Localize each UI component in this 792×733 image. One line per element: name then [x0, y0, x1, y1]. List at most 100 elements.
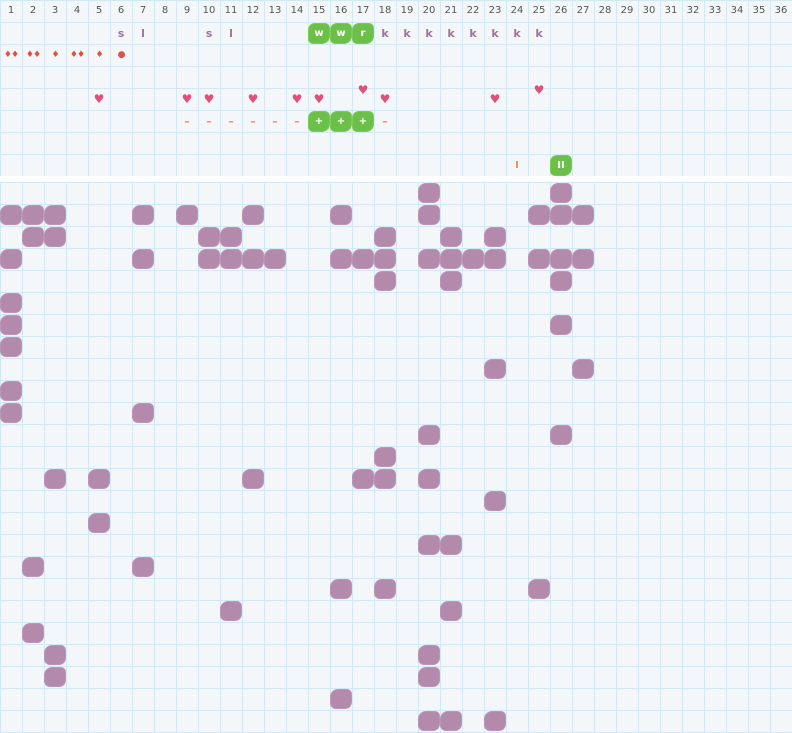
purple-blob-tile[interactable]	[0, 336, 22, 358]
green-marker[interactable]: +	[308, 110, 330, 132]
purple-blob-tile[interactable]	[418, 204, 440, 226]
purple-blob-tile[interactable]	[572, 204, 594, 226]
purple-blob-tile[interactable]	[330, 248, 352, 270]
purple-blob-tile[interactable]	[0, 204, 22, 226]
purple-blob-tile[interactable]	[242, 248, 264, 270]
dash-marker[interactable]: –	[264, 110, 286, 132]
purple-blob-tile[interactable]	[44, 226, 66, 248]
letter-marker[interactable]: l	[132, 22, 154, 44]
purple-blob-tile[interactable]	[440, 270, 462, 292]
drop-marker[interactable]: ♦♦	[22, 44, 44, 66]
purple-blob-tile[interactable]	[484, 226, 506, 248]
drop-marker[interactable]: ♦♦	[0, 44, 22, 66]
purple-blob-tile[interactable]	[22, 556, 44, 578]
purple-blob-tile[interactable]	[374, 468, 396, 490]
green-marker[interactable]: r	[352, 22, 374, 44]
dash-marker[interactable]: –	[176, 110, 198, 132]
purple-blob-tile[interactable]	[44, 468, 66, 490]
purple-blob-tile[interactable]	[484, 490, 506, 512]
purple-blob-tile[interactable]	[242, 204, 264, 226]
letter-marker[interactable]: k	[528, 22, 550, 44]
heart-marker[interactable]: ♥	[286, 88, 308, 110]
purple-blob-tile[interactable]	[418, 248, 440, 270]
purple-blob-tile[interactable]	[374, 248, 396, 270]
purple-blob-tile[interactable]	[0, 292, 22, 314]
purple-blob-tile[interactable]	[198, 226, 220, 248]
purple-blob-tile[interactable]	[0, 314, 22, 336]
purple-blob-tile[interactable]	[88, 468, 110, 490]
purple-blob-tile[interactable]	[550, 270, 572, 292]
heart-marker[interactable]: ♥	[198, 88, 220, 110]
dash-marker[interactable]: –	[242, 110, 264, 132]
purple-blob-tile[interactable]	[220, 600, 242, 622]
dash-marker[interactable]: –	[374, 110, 396, 132]
purple-blob-tile[interactable]	[44, 204, 66, 226]
purple-blob-tile[interactable]	[418, 710, 440, 732]
letter-marker[interactable]: k	[484, 22, 506, 44]
purple-blob-tile[interactable]	[220, 248, 242, 270]
purple-blob-tile[interactable]	[550, 424, 572, 446]
purple-blob-tile[interactable]	[330, 578, 352, 600]
purple-blob-tile[interactable]	[484, 710, 506, 732]
purple-blob-tile[interactable]	[572, 248, 594, 270]
purple-blob-tile[interactable]	[418, 468, 440, 490]
purple-blob-tile[interactable]	[528, 204, 550, 226]
letter-marker[interactable]: l	[220, 22, 242, 44]
dash-marker[interactable]: –	[220, 110, 242, 132]
purple-blob-tile[interactable]	[418, 666, 440, 688]
purple-blob-tile[interactable]	[330, 688, 352, 710]
purple-blob-tile[interactable]	[572, 358, 594, 380]
dash-marker[interactable]: –	[198, 110, 220, 132]
heart-marker[interactable]: ♥	[352, 79, 374, 101]
purple-blob-tile[interactable]	[132, 204, 154, 226]
heart-marker[interactable]: ♥	[374, 88, 396, 110]
purple-blob-tile[interactable]	[550, 182, 572, 204]
heart-marker[interactable]: ♥	[308, 88, 330, 110]
purple-blob-tile[interactable]	[264, 248, 286, 270]
purple-blob-tile[interactable]	[462, 248, 484, 270]
purple-blob-tile[interactable]	[0, 380, 22, 402]
drop-marker[interactable]: ♦	[88, 44, 110, 66]
purple-blob-tile[interactable]	[22, 204, 44, 226]
bar-marker[interactable]: I	[506, 154, 528, 176]
green-marker[interactable]: w	[308, 22, 330, 44]
letter-marker[interactable]: k	[440, 22, 462, 44]
drop-marker[interactable]: ♦	[44, 44, 66, 66]
drop-marker[interactable]: ●	[110, 44, 132, 66]
purple-blob-tile[interactable]	[132, 402, 154, 424]
purple-blob-tile[interactable]	[0, 248, 22, 270]
drop-marker[interactable]: ♦♦	[66, 44, 88, 66]
heart-marker[interactable]: ♥	[176, 88, 198, 110]
purple-blob-tile[interactable]	[418, 182, 440, 204]
heart-marker[interactable]: ♥	[242, 88, 264, 110]
heart-marker[interactable]: ♥	[484, 88, 506, 110]
letter-marker[interactable]: k	[374, 22, 396, 44]
heart-marker[interactable]: ♥	[528, 79, 550, 101]
letter-marker[interactable]: k	[418, 22, 440, 44]
purple-blob-tile[interactable]	[528, 578, 550, 600]
purple-blob-tile[interactable]	[550, 204, 572, 226]
letter-marker[interactable]: s	[198, 22, 220, 44]
purple-blob-tile[interactable]	[374, 226, 396, 248]
green-marker[interactable]: +	[352, 110, 374, 132]
purple-blob-tile[interactable]	[440, 710, 462, 732]
purple-blob-tile[interactable]	[330, 204, 352, 226]
purple-blob-tile[interactable]	[88, 512, 110, 534]
purple-blob-tile[interactable]	[484, 358, 506, 380]
purple-blob-tile[interactable]	[418, 534, 440, 556]
dash-marker[interactable]: –	[286, 110, 308, 132]
purple-blob-tile[interactable]	[374, 578, 396, 600]
purple-blob-tile[interactable]	[418, 644, 440, 666]
letter-marker[interactable]: s	[110, 22, 132, 44]
purple-blob-tile[interactable]	[550, 314, 572, 336]
purple-blob-tile[interactable]	[44, 666, 66, 688]
purple-blob-tile[interactable]	[220, 226, 242, 248]
purple-blob-tile[interactable]	[176, 204, 198, 226]
purple-blob-tile[interactable]	[484, 248, 506, 270]
heart-marker[interactable]: ♥	[88, 88, 110, 110]
purple-blob-tile[interactable]	[44, 644, 66, 666]
purple-blob-tile[interactable]	[198, 248, 220, 270]
purple-blob-tile[interactable]	[528, 248, 550, 270]
letter-marker[interactable]: k	[506, 22, 528, 44]
purple-blob-tile[interactable]	[132, 248, 154, 270]
